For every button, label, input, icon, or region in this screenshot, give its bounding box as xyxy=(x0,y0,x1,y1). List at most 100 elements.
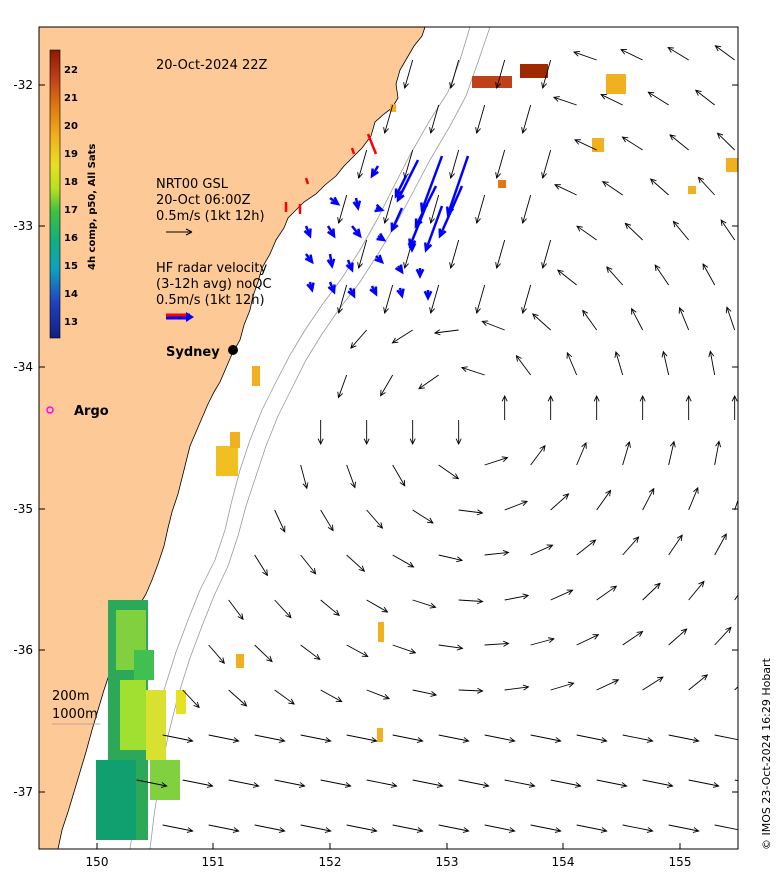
sst-patches xyxy=(96,64,738,840)
current-arrow xyxy=(614,350,624,376)
current-arrow xyxy=(429,284,440,314)
current-arrow xyxy=(254,824,286,833)
current-arrow xyxy=(449,149,460,179)
current-arrow xyxy=(622,734,654,743)
current-arrow xyxy=(449,239,460,269)
current-arrow xyxy=(475,194,486,224)
current-arrow xyxy=(622,536,640,556)
current-arrow xyxy=(504,593,530,601)
colorbar-tick: 19 xyxy=(64,149,78,160)
hf-legend-arrowhead xyxy=(186,312,194,322)
current-arrow xyxy=(521,194,532,224)
colorbar-tick: 20 xyxy=(64,121,78,132)
sydney-marker: Sydney xyxy=(166,345,238,360)
current-arrow xyxy=(366,599,389,613)
current-arrow xyxy=(708,350,716,376)
current-arrow xyxy=(458,687,484,694)
current-arrow xyxy=(392,734,424,743)
current-arrow xyxy=(392,644,417,654)
current-arrow xyxy=(574,139,597,151)
current-arrow xyxy=(254,554,268,577)
lat-tick-label: -37 xyxy=(13,785,33,799)
current-arrow xyxy=(300,464,309,490)
current-arrow xyxy=(449,59,460,89)
current-arrow xyxy=(714,626,732,646)
current-arrow xyxy=(547,394,554,420)
bathymetry-legend: 200m 1000m xyxy=(52,689,100,725)
current-arrow xyxy=(714,533,727,556)
current-arrow xyxy=(366,779,398,788)
current-arrow xyxy=(702,263,716,286)
current-arrow xyxy=(458,779,490,788)
current-arrow xyxy=(550,681,575,691)
hf-radar-arrow xyxy=(345,259,354,273)
current-arrow xyxy=(714,734,738,741)
current-arrow xyxy=(576,225,597,241)
hf-radar-arrow xyxy=(304,253,314,265)
argo-label: Argo xyxy=(74,404,109,419)
current-arrow xyxy=(208,824,240,833)
current-arrow xyxy=(484,734,516,743)
current-arrow xyxy=(576,441,587,466)
current-arrow xyxy=(620,49,643,61)
contour-200m xyxy=(129,27,471,849)
current-arrow xyxy=(475,284,486,314)
current-arrow xyxy=(300,554,317,575)
current-arrow xyxy=(606,266,624,286)
current-arrow xyxy=(495,59,506,89)
argo-legend: Argo xyxy=(46,404,109,419)
current-arrow xyxy=(504,500,529,511)
current-arrow xyxy=(667,47,689,61)
colorbar-tick: 18 xyxy=(64,177,78,188)
current-arrow xyxy=(228,689,248,707)
hf-radar-arrow xyxy=(423,205,444,253)
current-arrow xyxy=(550,589,574,601)
current-arrow xyxy=(521,284,532,314)
hf-legend-line1: HF radar velocity xyxy=(156,261,268,276)
current-arrow xyxy=(622,440,631,466)
current-arrow xyxy=(357,239,368,269)
current-arrow xyxy=(484,640,510,647)
current-arrow xyxy=(647,91,669,106)
current-arrow xyxy=(475,104,486,134)
current-arrow xyxy=(688,486,699,511)
hf-legend: HF radar velocity (3-12h avg) noQC 0.5m/… xyxy=(156,261,272,322)
colorbar-gradient xyxy=(49,49,61,339)
hf-radar-arrow xyxy=(396,287,405,299)
current-arrow xyxy=(208,644,226,664)
current-arrow xyxy=(596,679,620,691)
current-arrow xyxy=(530,637,555,646)
hf-radar-arrow xyxy=(369,285,378,297)
lat-tick-label: -36 xyxy=(13,643,33,657)
colorbar-tick: 22 xyxy=(64,65,78,76)
current-arrow xyxy=(694,89,715,106)
current-arrow xyxy=(392,554,415,568)
current-arrow xyxy=(515,354,532,376)
current-arrow xyxy=(714,824,738,831)
lon-axis: 150 151 152 153 154 155 xyxy=(86,843,691,869)
current-arrow xyxy=(438,644,464,651)
hf-radar-arrow xyxy=(394,175,408,199)
current-arrow xyxy=(455,420,462,446)
current-arrow xyxy=(639,394,646,420)
current-arrow xyxy=(182,779,214,788)
current-arrow xyxy=(661,350,670,376)
current-arrow xyxy=(481,320,505,331)
credit-text: © IMOS 23-Oct-2024 16:29 Hobart xyxy=(760,657,773,850)
current-arrow xyxy=(504,684,530,691)
current-arrow xyxy=(162,824,194,833)
current-arrow xyxy=(412,599,437,609)
current-arrow xyxy=(162,734,194,743)
current-arrow xyxy=(346,734,378,743)
colorbar-tick: 14 xyxy=(64,289,78,300)
hf-radar-arrow xyxy=(306,281,315,293)
current-arrow xyxy=(550,493,570,511)
hf-radar-arrow xyxy=(329,196,341,206)
current-arrow xyxy=(274,779,306,788)
hf-radar-arrow xyxy=(326,253,336,269)
current-arrow xyxy=(346,464,356,489)
current-arrow xyxy=(366,509,384,529)
current-arrow xyxy=(136,779,168,788)
hf-radar-arrow xyxy=(376,232,387,242)
current-arrow xyxy=(300,824,332,833)
